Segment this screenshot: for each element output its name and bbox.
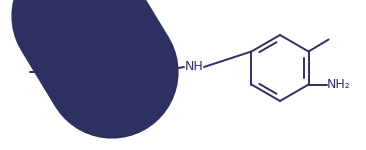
Text: NH: NH	[184, 60, 203, 74]
Text: NH₂: NH₂	[327, 78, 351, 91]
Text: O: O	[151, 33, 161, 45]
Text: N: N	[107, 66, 117, 78]
